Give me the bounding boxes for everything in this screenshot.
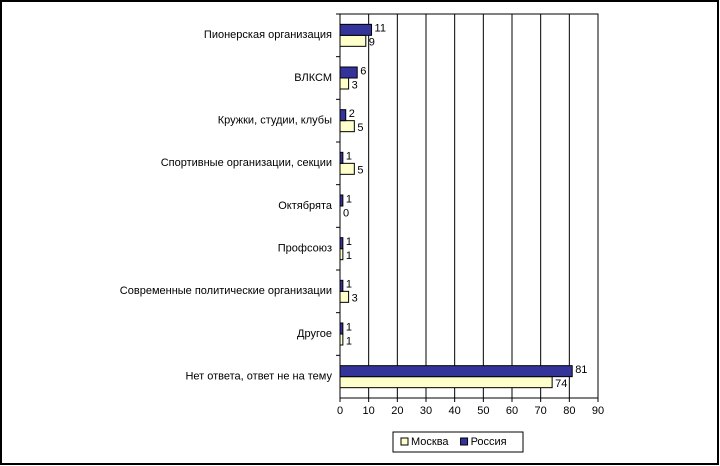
data-label: 74 (555, 378, 567, 390)
bar (339, 376, 553, 389)
bar (339, 66, 358, 79)
x-tick-label: 50 (477, 405, 489, 417)
legend-label: Москва (411, 436, 449, 448)
data-label: 1 (346, 193, 352, 205)
data-label: 1 (346, 236, 352, 248)
x-tick-label: 10 (363, 405, 375, 417)
bar (339, 77, 350, 90)
data-label: 3 (352, 293, 358, 305)
y-tick-label: Профсоюз (278, 243, 332, 255)
data-label: 0 (343, 207, 349, 219)
bar (339, 109, 347, 122)
bar (339, 23, 373, 36)
data-label: 3 (352, 79, 358, 91)
legend-swatch (400, 437, 409, 446)
bar (339, 333, 344, 346)
y-tick-label: Пионерская организация (204, 29, 332, 41)
data-label: 81 (575, 364, 587, 376)
bar (339, 365, 573, 378)
y-tick-label: Кружки, студии, клубы (218, 115, 332, 127)
data-label: 2 (349, 108, 355, 120)
data-label: 1 (346, 279, 352, 291)
data-label: 11 (375, 23, 386, 35)
data-label: 9 (369, 37, 375, 49)
legend-label: Россия (471, 436, 507, 448)
x-tick-label: 90 (592, 405, 604, 417)
data-label: 1 (346, 151, 352, 163)
data-label: 5 (357, 165, 363, 177)
bar (339, 248, 344, 261)
bar (339, 322, 344, 335)
legend-box (392, 431, 524, 453)
data-label: 1 (346, 250, 352, 262)
y-tick-label: Спортивные организации, секции (161, 157, 332, 169)
bar (339, 279, 344, 292)
data-label: 1 (346, 335, 352, 347)
x-tick-label: 0 (337, 405, 343, 417)
x-tick-label: 40 (449, 405, 461, 417)
bar (339, 120, 355, 133)
bar (339, 290, 350, 303)
legend-swatch (460, 437, 469, 446)
y-tick-label: ВЛКСМ (294, 72, 332, 84)
bar (339, 194, 344, 207)
bar (339, 237, 344, 250)
data-label: 1 (346, 321, 352, 333)
x-tick-label: 80 (563, 405, 575, 417)
x-tick-label: 70 (535, 405, 547, 417)
bar (339, 151, 344, 164)
x-tick-label: 60 (506, 405, 518, 417)
x-tick-label: 20 (391, 405, 403, 417)
x-tick-label: 30 (420, 405, 432, 417)
bar (339, 162, 355, 175)
plot-area (339, 13, 599, 399)
y-tick-label: Другое (297, 328, 332, 340)
bar (339, 34, 367, 47)
y-tick-label: Нет ответа, ответ не на тему (185, 371, 332, 383)
y-tick-label: Октябрята (278, 200, 333, 212)
y-tick-label: Современные политические организации (120, 285, 332, 297)
data-label: 6 (360, 65, 366, 77)
data-label: 5 (357, 122, 363, 134)
